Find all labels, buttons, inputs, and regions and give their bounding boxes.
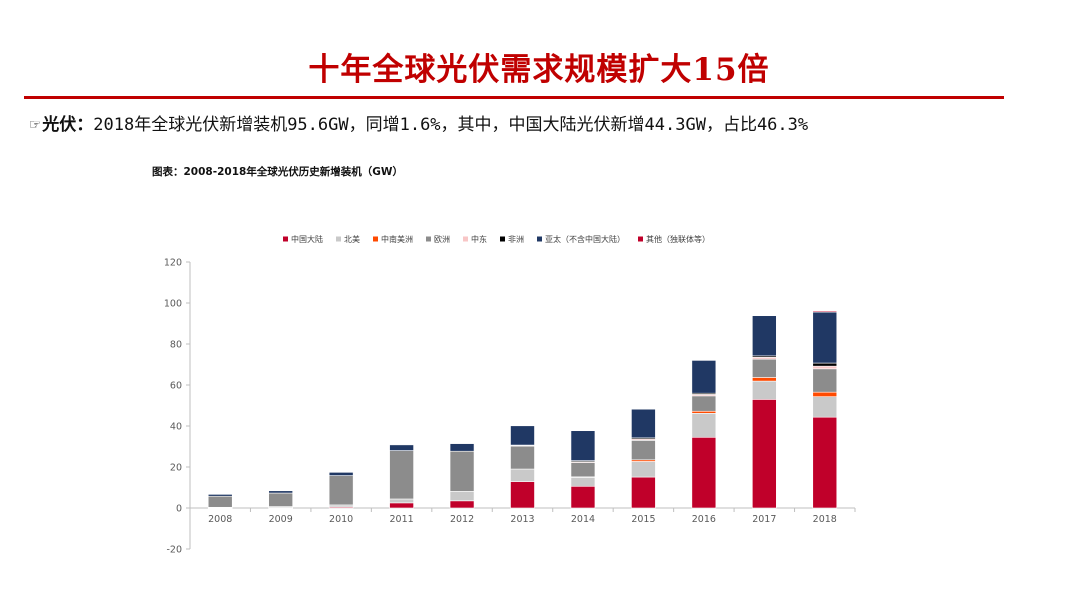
x-tick-label: 2017 bbox=[752, 514, 776, 525]
legend-label: 其他（独联体等） bbox=[646, 234, 710, 244]
x-tick-label: 2015 bbox=[631, 514, 655, 525]
bar-segment bbox=[570, 430, 596, 461]
title-divider bbox=[24, 96, 1004, 99]
bar-segment bbox=[389, 502, 414, 509]
bar-segment bbox=[389, 498, 414, 504]
y-tick-label: 100 bbox=[164, 299, 182, 310]
bar-segment bbox=[812, 310, 838, 313]
bar-segment bbox=[752, 358, 777, 378]
bar-segment bbox=[449, 500, 475, 509]
x-tick-label: 2016 bbox=[692, 514, 716, 525]
bar-segment bbox=[752, 377, 777, 382]
bar-segment bbox=[510, 425, 535, 446]
legend-swatch bbox=[336, 236, 341, 242]
legend-label: 北美 bbox=[344, 234, 360, 244]
pointing-hand-icon: ☞ bbox=[30, 115, 41, 135]
bar-segment bbox=[510, 468, 535, 482]
bar-segment bbox=[268, 490, 293, 494]
summary-text: 2018年全球光伏新增装机95.6GW，同增1.6%，其中，中国大陆光伏新增44… bbox=[93, 115, 809, 135]
legend-swatch bbox=[537, 236, 542, 242]
legend-label: 亚太（不含中国大陆） bbox=[545, 234, 625, 244]
bar-segment bbox=[389, 444, 414, 451]
chart-bars bbox=[207, 310, 838, 509]
bar-segment bbox=[812, 416, 838, 509]
bar-segment bbox=[812, 365, 838, 370]
x-tick-label: 2009 bbox=[269, 514, 293, 525]
y-tick-label: 40 bbox=[170, 422, 182, 433]
x-tick-label: 2008 bbox=[208, 514, 232, 525]
x-tick-label: 2010 bbox=[329, 514, 353, 525]
bar-segment bbox=[691, 395, 717, 412]
y-tick-label: 80 bbox=[170, 340, 182, 351]
bar-segment bbox=[207, 494, 233, 497]
legend-label: 中南美洲 bbox=[381, 234, 413, 244]
legend-swatch bbox=[638, 236, 643, 242]
bar-segment bbox=[752, 399, 777, 509]
summary-lead: 光伏： bbox=[42, 115, 94, 135]
bar-segment bbox=[207, 495, 233, 508]
x-tick-label: 2012 bbox=[450, 514, 474, 525]
bar-segment bbox=[328, 472, 354, 476]
legend-swatch bbox=[500, 236, 505, 242]
legend-label: 中国大陆 bbox=[291, 234, 323, 244]
bar-segment bbox=[449, 450, 475, 492]
bar-segment bbox=[631, 476, 656, 509]
bar-segment bbox=[328, 504, 354, 508]
bar-segment bbox=[631, 440, 656, 461]
bar-segment bbox=[691, 412, 717, 438]
bar-segment bbox=[449, 491, 475, 502]
legend-swatch bbox=[283, 236, 288, 242]
bar-segment bbox=[510, 445, 535, 470]
bar-segment bbox=[812, 368, 838, 393]
chart-legend: 中国大陆 北美 中南美洲 欧洲 中东 非洲 亚太（不含中国大陆） 其他（独联体等） bbox=[283, 234, 710, 244]
legend-label: 非洲 bbox=[508, 234, 524, 244]
bar-segment bbox=[752, 315, 777, 357]
x-tick-label: 2018 bbox=[813, 514, 837, 525]
bar-segment bbox=[449, 443, 475, 452]
summary-line: ☞ 光伏：2018年全球光伏新增装机95.6GW，同增1.6%，其中，中国大陆光伏… bbox=[30, 110, 808, 135]
y-tick-label: -20 bbox=[166, 545, 182, 556]
bar-segment bbox=[268, 492, 293, 507]
legend-swatch bbox=[373, 236, 378, 242]
y-tick-label: 0 bbox=[176, 504, 182, 515]
x-tick-label: 2011 bbox=[389, 514, 413, 525]
page-title: 十年全球光伏需求规模扩大15倍 bbox=[308, 52, 770, 88]
y-tick-label: 120 bbox=[164, 258, 182, 269]
bar-segment bbox=[570, 476, 596, 487]
legend-swatch bbox=[463, 236, 468, 242]
bar-segment bbox=[812, 396, 838, 418]
bar-segment bbox=[812, 362, 838, 367]
bar-segment bbox=[631, 461, 656, 478]
x-tick-label: 2013 bbox=[510, 514, 534, 525]
bar-segment bbox=[631, 408, 656, 439]
y-tick-label: 60 bbox=[170, 381, 182, 392]
bar-segment bbox=[328, 475, 354, 506]
legend-label: 中东 bbox=[471, 234, 487, 244]
y-tick-label: 20 bbox=[170, 463, 182, 474]
bar-segment bbox=[389, 450, 414, 500]
x-tick-label: 2014 bbox=[571, 514, 595, 525]
chart-axes: -20 0 20 40 60 80 100 120 2008 2009 2010 2011 2012 20… bbox=[164, 258, 856, 556]
figure-caption: 图表：2008-2018年全球光伏历史新增装机（GW） bbox=[152, 166, 404, 178]
bar-segment bbox=[510, 481, 535, 509]
bar-segment bbox=[752, 380, 777, 400]
bar-segment bbox=[570, 485, 596, 509]
bar-segment bbox=[812, 391, 838, 397]
bar-segment bbox=[691, 410, 717, 414]
bar-segment bbox=[570, 462, 596, 478]
legend-swatch bbox=[426, 236, 431, 242]
bar-segment bbox=[691, 436, 717, 509]
bar-segment bbox=[812, 311, 838, 364]
bar-segment bbox=[691, 360, 717, 394]
legend-label: 欧洲 bbox=[434, 234, 450, 244]
